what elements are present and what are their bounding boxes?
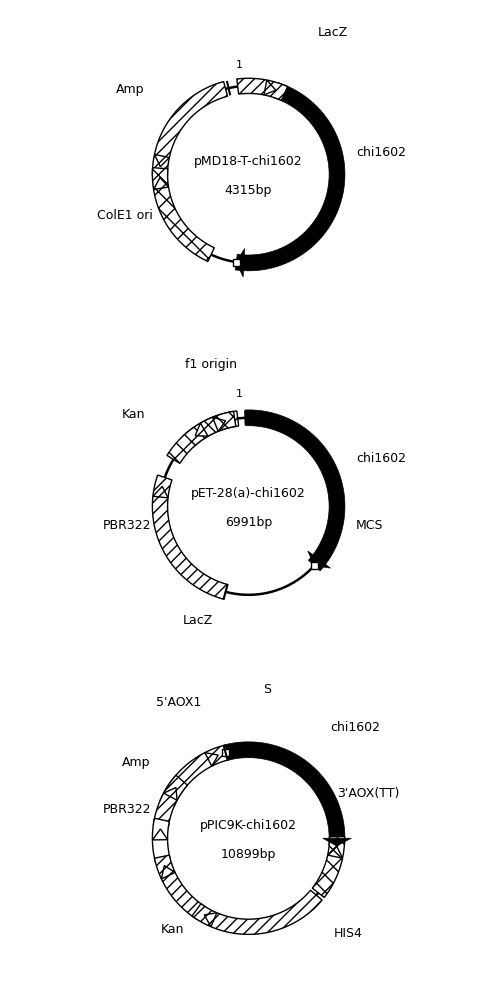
- Text: MCS: MCS: [356, 519, 384, 532]
- Bar: [222, 749, 229, 756]
- Polygon shape: [153, 82, 228, 176]
- Text: Amp: Amp: [122, 756, 151, 769]
- Text: 1: 1: [236, 60, 243, 70]
- Text: 3'AOX(TT): 3'AOX(TT): [337, 787, 400, 800]
- Polygon shape: [323, 838, 351, 846]
- Bar: [311, 562, 318, 569]
- Text: HIS4: HIS4: [334, 927, 363, 940]
- Polygon shape: [167, 411, 236, 463]
- Text: LacZ: LacZ: [183, 614, 213, 627]
- Polygon shape: [153, 829, 167, 840]
- Polygon shape: [154, 177, 168, 189]
- Text: Amp: Amp: [116, 83, 144, 96]
- Text: Kan: Kan: [122, 408, 146, 421]
- Polygon shape: [164, 787, 177, 800]
- Polygon shape: [205, 753, 218, 766]
- Polygon shape: [155, 855, 206, 920]
- Text: chi1602: chi1602: [331, 721, 381, 734]
- Text: 4315bp: 4315bp: [225, 184, 272, 197]
- Polygon shape: [162, 866, 175, 879]
- Text: pET-28(a)-chi1602: pET-28(a)-chi1602: [191, 487, 306, 500]
- Text: Kan: Kan: [161, 923, 184, 936]
- Text: pMD18-T-chi1602: pMD18-T-chi1602: [194, 155, 303, 168]
- Polygon shape: [237, 78, 288, 100]
- Text: 5'AOX1: 5'AOX1: [156, 696, 202, 709]
- Bar: [233, 259, 240, 266]
- Text: PBR322: PBR322: [103, 519, 152, 532]
- Text: S: S: [263, 683, 271, 696]
- Text: pPIC9K-chi1602: pPIC9K-chi1602: [200, 819, 297, 832]
- Polygon shape: [183, 411, 239, 447]
- Polygon shape: [204, 913, 217, 927]
- Polygon shape: [195, 423, 208, 436]
- Polygon shape: [153, 168, 214, 261]
- Polygon shape: [153, 475, 228, 599]
- Text: 10899bp: 10899bp: [221, 848, 276, 861]
- Text: 1: 1: [236, 389, 243, 399]
- Text: ColE1 ori: ColE1 ori: [97, 209, 153, 222]
- Text: chi1602: chi1602: [356, 146, 406, 159]
- Polygon shape: [312, 837, 344, 897]
- Polygon shape: [154, 775, 187, 827]
- Polygon shape: [213, 417, 226, 431]
- Polygon shape: [264, 80, 276, 95]
- Text: 6991bp: 6991bp: [225, 516, 272, 529]
- Polygon shape: [308, 551, 331, 568]
- Polygon shape: [224, 742, 345, 847]
- Polygon shape: [192, 890, 322, 934]
- Polygon shape: [328, 846, 342, 858]
- Text: chi1602: chi1602: [356, 452, 406, 465]
- Polygon shape: [235, 83, 345, 271]
- Text: PBR322: PBR322: [103, 803, 152, 816]
- Polygon shape: [160, 745, 229, 807]
- Polygon shape: [155, 154, 169, 167]
- Text: f1 origin: f1 origin: [184, 358, 237, 371]
- Polygon shape: [236, 249, 245, 277]
- Polygon shape: [153, 818, 170, 863]
- Polygon shape: [245, 410, 345, 571]
- Text: 980: 980: [232, 750, 253, 760]
- Polygon shape: [153, 486, 168, 498]
- Text: LacZ: LacZ: [318, 26, 348, 39]
